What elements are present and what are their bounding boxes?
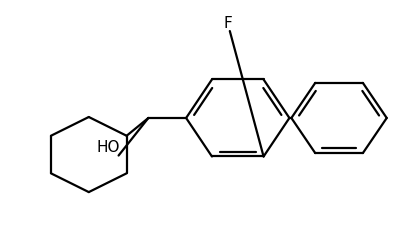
Text: HO: HO xyxy=(97,140,120,155)
Text: F: F xyxy=(224,16,232,31)
